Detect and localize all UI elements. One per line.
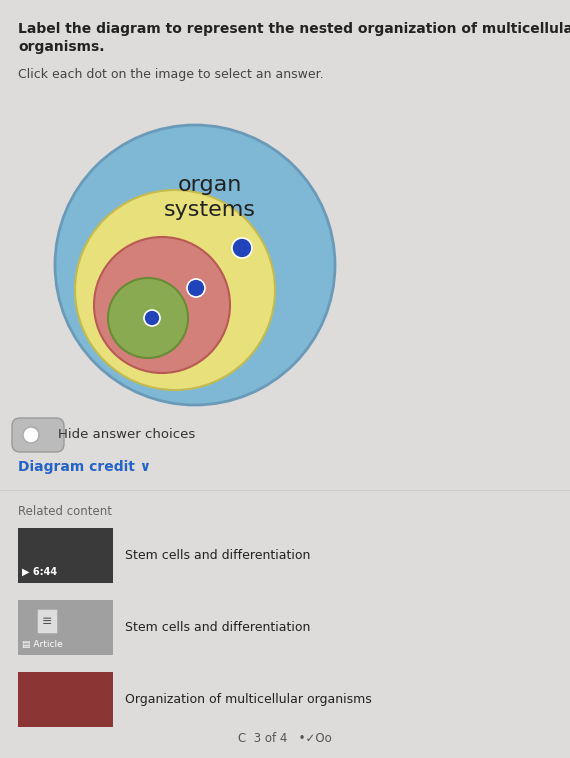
FancyBboxPatch shape: [12, 418, 64, 452]
Text: Hide answer choices: Hide answer choices: [58, 428, 196, 441]
Text: Label the diagram to represent the nested organization of multicellular: Label the diagram to represent the neste…: [18, 22, 570, 36]
Text: Related content: Related content: [18, 505, 112, 518]
Text: Organization of multicellular organisms: Organization of multicellular organisms: [125, 693, 372, 706]
Text: Click each dot on the image to select an answer.: Click each dot on the image to select an…: [18, 68, 324, 81]
Circle shape: [55, 125, 335, 405]
Text: ▶ 6:44: ▶ 6:44: [22, 567, 57, 577]
Circle shape: [144, 310, 160, 326]
Text: ▤ Article: ▤ Article: [22, 640, 63, 649]
FancyBboxPatch shape: [37, 609, 57, 633]
Circle shape: [23, 427, 39, 443]
FancyBboxPatch shape: [18, 600, 113, 655]
Text: organisms.: organisms.: [18, 40, 104, 54]
Circle shape: [232, 238, 252, 258]
Circle shape: [94, 237, 230, 373]
Text: ≡: ≡: [42, 615, 52, 628]
Text: organ
systems: organ systems: [164, 175, 256, 220]
Text: C  3 of 4   •✓Oo: C 3 of 4 •✓Oo: [238, 731, 332, 744]
FancyBboxPatch shape: [18, 528, 113, 583]
Text: Diagram credit ∨: Diagram credit ∨: [18, 460, 151, 474]
Text: Stem cells and differentiation: Stem cells and differentiation: [125, 621, 311, 634]
FancyBboxPatch shape: [18, 672, 113, 727]
Circle shape: [187, 279, 205, 297]
Circle shape: [108, 278, 188, 358]
Circle shape: [75, 190, 275, 390]
Text: Stem cells and differentiation: Stem cells and differentiation: [125, 549, 311, 562]
